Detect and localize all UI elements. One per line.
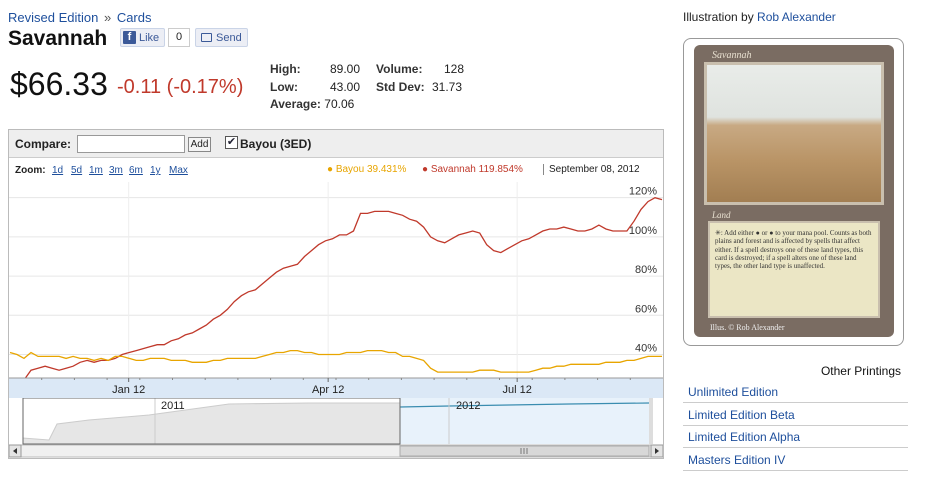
- series-line-savannah: [9, 197, 663, 385]
- send-button[interactable]: Send: [195, 28, 248, 47]
- zoom-1y[interactable]: 1y: [150, 165, 161, 176]
- y-tick-label: 100%: [629, 225, 657, 237]
- x-tick-label: Jan 12: [112, 384, 145, 396]
- price-chart-panel: Compare: Add ✔ Bayou (3ED) Zoom: 1d 5d 1…: [8, 129, 664, 459]
- current-price: $66.33: [10, 66, 108, 102]
- stat-average-value: 70.06: [324, 97, 355, 111]
- page-title: Savannah: [8, 27, 108, 50]
- checkmark-icon: ✔: [226, 136, 237, 148]
- range-navigator[interactable]: 2011 2012: [9, 398, 663, 458]
- illustration-label: Illustration by: [683, 10, 754, 24]
- stat-high-label: High:: [270, 62, 301, 76]
- y-tick-label: 60%: [635, 303, 657, 315]
- x-tick-label: Jul 12: [502, 384, 531, 396]
- printing-link[interactable]: Limited Edition Alpha: [688, 430, 801, 444]
- breadcrumb-edition-link[interactable]: Revised Edition: [8, 10, 99, 25]
- legend-savannah: ● Savannah 119.854%: [422, 164, 523, 175]
- legend-bayou: ● Bayou 39.431%: [327, 164, 407, 175]
- arrow-left-icon: [13, 448, 17, 454]
- x-axis-band: [9, 378, 663, 398]
- zoom-6m[interactable]: 6m: [129, 165, 143, 176]
- breadcrumb-separator: »: [103, 10, 112, 25]
- stat-low: Low:: [270, 79, 298, 97]
- zoom-5d[interactable]: 5d: [71, 165, 83, 176]
- navigator-line-2012: [399, 402, 650, 408]
- price-change: -0.11 (-0.17%): [117, 76, 244, 98]
- card-image-illus: Illus. © Rob Alexander: [710, 323, 785, 332]
- navigator-right-handle[interactable]: [649, 398, 653, 444]
- printing-item: Limited Edition Beta: [683, 404, 908, 426]
- compare-add-button[interactable]: Add: [188, 137, 211, 152]
- printing-item: Unlimited Edition: [683, 381, 908, 403]
- legend-savannah-text: Savannah 119.854%: [430, 164, 523, 175]
- zoom-bar: Zoom: 1d 5d 1m 3m 6m 1y Max ● Bayou 39.4…: [9, 158, 663, 182]
- x-tick-label: Apr 12: [312, 384, 344, 396]
- like-count: 0: [168, 28, 190, 47]
- card-image-name: Savannah: [712, 50, 752, 61]
- stat-volume-value: 128: [444, 62, 465, 76]
- card-image: Savannah Land ✳: Add either ● or ● to yo…: [694, 45, 894, 337]
- stat-stddev: Std Dev:: [376, 79, 425, 97]
- send-label: Send: [216, 31, 242, 44]
- card-artwork: [704, 62, 884, 205]
- stat-average: Average: 70.06: [270, 96, 354, 114]
- arrow-right-icon: [655, 448, 659, 454]
- speech-bubble-icon: [201, 33, 212, 42]
- other-printings-title: Other Printings: [820, 364, 901, 378]
- legend-date: September 08, 2012: [543, 164, 640, 175]
- compare-input[interactable]: [77, 135, 185, 153]
- card-rules-text: ✳: Add either ● or ● to your mana pool. …: [708, 221, 880, 318]
- card-image-frame: Savannah Land ✳: Add either ● or ● to yo…: [683, 38, 904, 346]
- card-sidebar: Illustration by Rob Alexander Savannah L…: [683, 0, 913, 480]
- card-image-type: Land: [712, 210, 731, 220]
- printing-link[interactable]: Masters Edition IV: [688, 452, 786, 467]
- printing-item: Limited Edition Alpha: [683, 426, 908, 448]
- zoom-label: Zoom:: [15, 165, 46, 176]
- series-line-bayou: [9, 349, 662, 373]
- breadcrumb: Revised Edition » Cards: [8, 10, 152, 25]
- stat-high-value: 89.00: [330, 62, 361, 76]
- legend-bayou-text: Bayou 39.431%: [335, 164, 407, 175]
- like-label: Like: [139, 31, 160, 44]
- zoom-3m[interactable]: 3m: [109, 165, 123, 176]
- compare-bar: Compare: Add ✔ Bayou (3ED): [9, 130, 663, 158]
- y-tick-label: 80%: [635, 264, 657, 276]
- y-tick-label: 40%: [635, 342, 657, 354]
- navigator-label-2011: 2011: [161, 400, 185, 412]
- printing-item: Masters Edition IV: [683, 449, 908, 471]
- stat-stddev-value: 31.73: [432, 79, 463, 94]
- facebook-icon: f: [123, 31, 136, 44]
- zoom-max[interactable]: Max: [169, 165, 188, 176]
- zoom-1d[interactable]: 1d: [52, 165, 64, 176]
- stat-low-label: Low:: [270, 79, 298, 94]
- illustration-credit: Illustration by Rob Alexander: [683, 10, 836, 24]
- bayou-compare-label: Bayou (3ED): [240, 137, 312, 151]
- zoom-1m[interactable]: 1m: [89, 165, 103, 176]
- printing-link[interactable]: Limited Edition Beta: [688, 407, 795, 422]
- stat-high: High:: [270, 61, 301, 79]
- navigator-label-2012: 2012: [456, 400, 480, 412]
- price-line-chart: 40% 60% 80% 100% 120% Jan 12 Apr 12 Jul 12: [9, 182, 663, 398]
- stat-volume-label: Volume:: [376, 62, 423, 76]
- navigator-mask-left: [22, 398, 401, 445]
- stat-low-value: 43.00: [330, 79, 361, 94]
- y-tick-label: 120%: [629, 186, 657, 198]
- facebook-like-button[interactable]: f Like: [120, 28, 166, 47]
- stat-average-label: Average:: [270, 97, 321, 111]
- compare-label: Compare:: [15, 137, 72, 151]
- stat-volume: Volume:: [376, 61, 422, 79]
- breadcrumb-cards-link[interactable]: Cards: [116, 10, 152, 25]
- bayou-compare-checkbox[interactable]: ✔: [225, 136, 238, 149]
- printing-link[interactable]: Unlimited Edition: [688, 385, 779, 399]
- stat-stddev-label: Std Dev:: [376, 79, 425, 94]
- artist-link[interactable]: Rob Alexander: [757, 10, 836, 24]
